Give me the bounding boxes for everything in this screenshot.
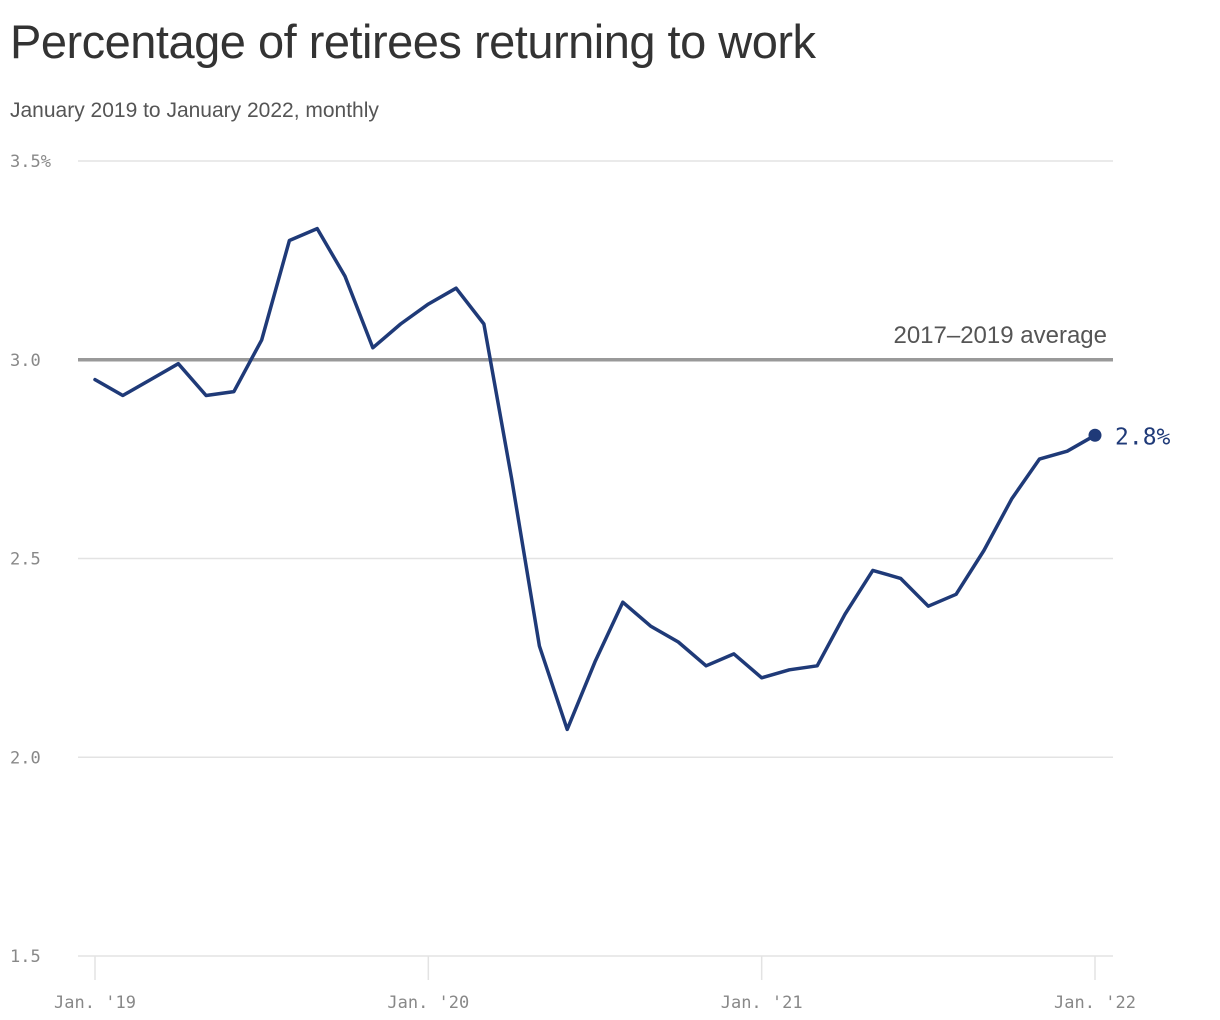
x-tick-label: Jan. '19 bbox=[54, 993, 136, 1013]
x-tick-label: Jan. '21 bbox=[721, 993, 803, 1013]
chart-title: Percentage of retirees returning to work bbox=[10, 15, 816, 68]
series-layer: 2.8% bbox=[93, 226, 1171, 732]
x-tick-label: Jan. '22 bbox=[1054, 993, 1136, 1013]
y-tick-label: 3.5% bbox=[10, 152, 51, 172]
x-axis-ticks bbox=[94, 956, 1096, 980]
end-value-label: 2.8% bbox=[1115, 424, 1171, 450]
chart-subtitle: January 2019 to January 2022, monthly bbox=[10, 99, 379, 122]
reference-line-label: 2017–2019 average bbox=[893, 322, 1107, 349]
y-axis-labels: 3.5% 3.0 2.5 2.0 1.5 bbox=[10, 152, 51, 967]
reference-line-layer: 2017–2019 average bbox=[78, 322, 1113, 362]
end-point-marker bbox=[1088, 428, 1102, 442]
y-tick-label: 1.5 bbox=[10, 947, 41, 967]
x-axis-labels: Jan. '19 Jan. '20 Jan. '21 Jan. '22 bbox=[54, 993, 1136, 1013]
y-tick-label: 3.0 bbox=[10, 351, 41, 371]
grid-layer bbox=[78, 160, 1113, 957]
series-line bbox=[93, 226, 1097, 732]
y-tick-label: 2.5 bbox=[10, 550, 41, 570]
y-tick-label: 2.0 bbox=[10, 748, 41, 768]
x-tick-label: Jan. '20 bbox=[387, 993, 469, 1013]
